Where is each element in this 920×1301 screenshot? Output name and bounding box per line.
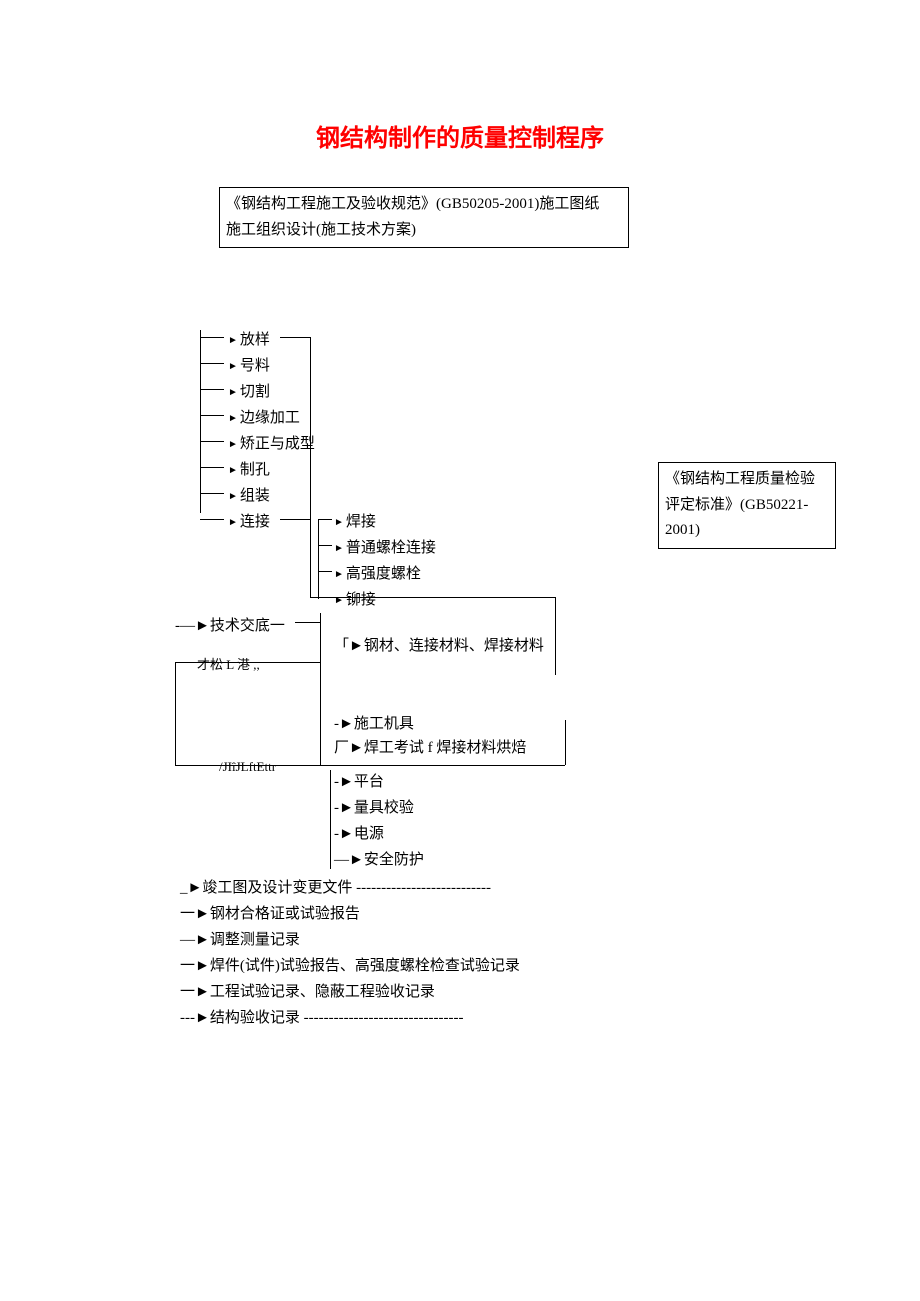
- step-1: 放样: [228, 328, 270, 349]
- h-s1: [200, 337, 224, 338]
- page-title: 钢结构制作的质量控制程序: [0, 118, 920, 153]
- bottom-6: ---►结构验收记录 -----------------------------…: [180, 1006, 463, 1027]
- mid-left-2: 才松 L 港 ,,: [197, 654, 260, 673]
- bottom-2: 一►钢材合格证或试验报告: [180, 902, 360, 923]
- h-s7: [200, 493, 224, 494]
- lower-r5-text: 量具校验: [354, 800, 414, 816]
- top-reference-box: 《钢结构工程施工及验收规范》(GB50205-2001)施工图纸 施工组织设计(…: [219, 187, 629, 248]
- h-s6: [200, 467, 224, 468]
- right-bracket-v2: [555, 597, 556, 675]
- mid-right-2: -►施工机具: [334, 712, 414, 733]
- connect-1-text: 焊接: [346, 514, 376, 530]
- arrow-icon: [334, 540, 346, 556]
- mid-left-1: -—►技术交底一: [175, 614, 285, 635]
- h-c2: [318, 545, 332, 546]
- mid-left-3: /JIîJLftEttr: [219, 759, 276, 775]
- mid-h1: [295, 622, 320, 623]
- mid-h2: [175, 662, 320, 663]
- right-bracket-v: [310, 337, 311, 597]
- page: 钢结构制作的质量控制程序 《钢结构工程施工及验收规范》(GB50205-2001…: [0, 0, 920, 1301]
- connect-2: 普通螺栓连接: [334, 536, 436, 557]
- arrow-icon: [228, 358, 240, 374]
- bottom-5-text: 工程试验记录、隐蔽工程验收记录: [210, 984, 435, 1000]
- step-4-text: 边缘加工: [240, 410, 300, 426]
- mid-box-right: [565, 720, 566, 765]
- right-standard-box: 《钢结构工程质量检验评定标准》(GB50221-2001): [658, 462, 836, 549]
- bottom-4: 一►焊件(试件)试验报告、高强度螺栓检查试验记录: [180, 954, 520, 975]
- h-s8: [200, 519, 224, 520]
- mid-box-left: [320, 613, 321, 765]
- arrow-icon: [228, 436, 240, 452]
- h-s2: [200, 363, 224, 364]
- step-8: 连接: [228, 510, 270, 531]
- bottom-4-text: 焊件(试件)试验报告、高强度螺栓检查试验记录: [210, 958, 520, 974]
- h-c1: [318, 519, 332, 520]
- arrow-icon: [334, 514, 346, 530]
- connect-3: 高强度螺栓: [334, 562, 421, 583]
- connect-2-text: 普通螺栓连接: [346, 540, 436, 556]
- h-c3: [318, 571, 332, 572]
- arrow-icon: [228, 488, 240, 504]
- bottom-1: _►竣工图及设计变更文件 ---------------------------: [180, 876, 491, 897]
- step-3: 切割: [228, 380, 270, 401]
- arrow-icon: [228, 410, 240, 426]
- step-7: 组装: [228, 484, 270, 505]
- connect-spine: [318, 519, 319, 599]
- right-box-line1: 《钢结构工程质量检验评定标准》(GB50221-2001): [665, 467, 829, 544]
- arrow-icon: [228, 514, 240, 530]
- connect-1: 焊接: [334, 510, 376, 531]
- h-c4: [318, 597, 332, 598]
- lower-r4-text: 平台: [354, 774, 384, 790]
- arrow-icon: [228, 332, 240, 348]
- dash-2: --------------------------------: [304, 1010, 464, 1026]
- step-2-text: 号料: [240, 358, 270, 374]
- step-5-text: 矫正与成型: [240, 436, 315, 452]
- step-6-text: 制孔: [240, 462, 270, 478]
- connect-3-text: 高强度螺栓: [346, 566, 421, 582]
- connect-4-text: 铆接: [346, 592, 376, 608]
- lower-r5: -►量具校验: [334, 796, 414, 817]
- h-s5: [200, 441, 224, 442]
- top-box-line1: 《钢结构工程施工及验收规范》(GB50205-2001)施工图纸: [226, 192, 622, 218]
- step-5: 矫正与成型: [228, 432, 315, 453]
- lower-r4: -►平台: [334, 770, 384, 791]
- step-7-text: 组装: [240, 488, 270, 504]
- h-connect: [280, 519, 310, 520]
- h-after-s1: [280, 337, 310, 338]
- dash-1: ---------------------------: [356, 880, 491, 896]
- arrow-icon: [334, 592, 346, 608]
- step-6: 制孔: [228, 458, 270, 479]
- mid-box-bottom: [320, 765, 565, 766]
- mid-left-v: [175, 662, 176, 765]
- h-s4: [200, 415, 224, 416]
- lower-r7-text: 安全防护: [364, 852, 424, 868]
- lower-r7: —►安全防护: [334, 848, 424, 869]
- step-1-text: 放样: [240, 332, 270, 348]
- top-box-line2: 施工组织设计(施工技术方案): [226, 218, 622, 244]
- process-spine: [200, 330, 201, 513]
- lower-r6: -►电源: [334, 822, 384, 843]
- step-8-text: 连接: [240, 514, 270, 530]
- arrow-icon: [334, 566, 346, 582]
- bottom-2-text: 钢材合格证或试验报告: [210, 906, 360, 922]
- bottom-1-text: 竣工图及设计变更文件: [202, 880, 352, 896]
- mid-right-1: 「►钢材、连接材料、焊接材料: [334, 634, 544, 655]
- arrow-icon: [228, 462, 240, 478]
- bottom-3: —►调整测量记录: [180, 928, 300, 949]
- step-4: 边缘加工: [228, 406, 300, 427]
- mid-right-3: 厂►焊工考试 f 焊接材料烘焙: [334, 736, 526, 757]
- lower-bracket-v: [330, 770, 331, 869]
- connect-4: 铆接: [334, 588, 376, 609]
- step-3-text: 切割: [240, 384, 270, 400]
- arrow-icon: [228, 384, 240, 400]
- step-2: 号料: [228, 354, 270, 375]
- bottom-6-text: 结构验收记录: [210, 1010, 300, 1026]
- lower-r6-text: 电源: [354, 826, 384, 842]
- h-s3: [200, 389, 224, 390]
- mid-left-1-text: 技术交底一: [210, 618, 285, 634]
- bottom-3-text: 调整测量记录: [210, 932, 300, 948]
- bottom-5: 一►工程试验记录、隐蔽工程验收记录: [180, 980, 435, 1001]
